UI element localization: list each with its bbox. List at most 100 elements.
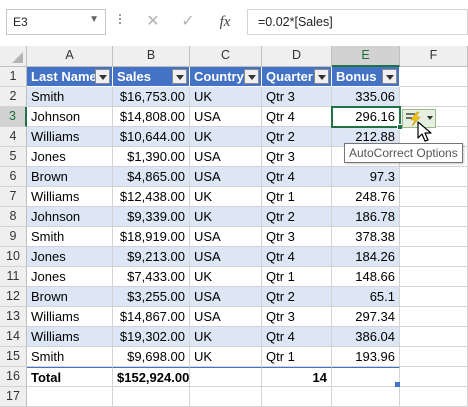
empty-cell[interactable] [400,287,468,307]
country-cell[interactable]: UK [190,347,262,367]
select-all-corner[interactable] [0,46,27,67]
last-name-cell[interactable]: Brown [27,287,113,307]
quarter-cell[interactable]: Qtr 3 [262,307,332,327]
bonus-cell[interactable]: 248.76 [332,187,400,207]
sales-cell[interactable]: $1,390.00 [113,147,190,167]
empty-cell[interactable] [400,167,468,187]
name-box[interactable]: E3 ▼ [6,9,106,35]
quarter-cell[interactable]: Qtr 2 [262,207,332,227]
table-resize-handle[interactable] [395,382,400,387]
sales-cell[interactable]: $19,302.00 [113,327,190,347]
column-header-f[interactable]: F [400,46,468,67]
filter-dropdown-icon[interactable] [382,69,397,84]
quarter-cell[interactable]: Qtr 1 [262,267,332,287]
bonus-cell[interactable]: 335.06 [332,87,400,107]
empty-cell[interactable] [400,227,468,247]
last-name-cell[interactable]: Williams [27,327,113,347]
empty-cell[interactable] [400,67,468,87]
last-name-cell[interactable]: Jones [27,247,113,267]
quarter-cell[interactable]: Qtr 4 [262,327,332,347]
column-header-a[interactable]: A [27,46,113,67]
last-name-cell[interactable]: Jones [27,267,113,287]
sales-cell[interactable]: $14,808.00 [113,107,190,127]
empty-cell[interactable] [400,367,468,387]
row-header[interactable]: 13 [0,307,27,327]
country-cell[interactable]: USA [190,287,262,307]
quarter-cell[interactable]: Qtr 4 [262,247,332,267]
bonus-cell[interactable]: 184.26 [332,247,400,267]
sales-cell[interactable]: $18,919.00 [113,227,190,247]
row-header[interactable]: 3 [0,107,27,127]
sales-cell[interactable]: $9,213.00 [113,247,190,267]
empty-cell[interactable] [332,387,400,407]
quarter-cell[interactable]: Qtr 2 [262,127,332,147]
empty-cell[interactable] [190,387,262,407]
empty-cell[interactable] [400,87,468,107]
bonus-cell[interactable]: 148.66 [332,267,400,287]
insert-function-button[interactable]: fx [219,14,231,30]
row-header[interactable]: 4 [0,127,27,147]
empty-cell[interactable] [400,347,468,367]
sales-cell[interactable]: $12,438.00 [113,187,190,207]
empty-cell[interactable] [113,387,190,407]
quarter-cell[interactable]: Qtr 2 [262,287,332,307]
bonus-cell[interactable]: 97.3 [332,167,400,187]
country-cell[interactable]: UK [190,87,262,107]
row-header[interactable]: 11 [0,267,27,287]
quarter-cell[interactable]: Qtr 4 [262,107,332,127]
sales-cell[interactable]: $14,867.00 [113,307,190,327]
last-name-cell[interactable]: Johnson [27,107,113,127]
bonus-cell[interactable]: 193.96 [332,347,400,367]
sales-cell[interactable]: $3,255.00 [113,287,190,307]
row-header[interactable]: 6 [0,167,27,187]
quarter-cell[interactable]: Qtr 3 [262,87,332,107]
header-cell-quarter[interactable]: Quarter [262,67,332,87]
empty-cell[interactable] [400,187,468,207]
formula-input[interactable]: =0.02*[Sales] [248,9,468,35]
quarter-cell[interactable]: Qtr 1 [262,347,332,367]
country-cell[interactable]: USA [190,247,262,267]
sales-cell[interactable]: $4,865.00 [113,167,190,187]
empty-cell[interactable] [27,387,113,407]
quarter-cell[interactable]: Qtr 3 [262,227,332,247]
country-cell[interactable]: UK [190,127,262,147]
row-header[interactable]: 12 [0,287,27,307]
country-cell[interactable]: USA [190,227,262,247]
filter-dropdown-icon[interactable] [95,69,110,84]
bonus-cell[interactable]: 297.34 [332,307,400,327]
row-header[interactable]: 1 [0,67,27,87]
row-header[interactable]: 2 [0,87,27,107]
last-name-cell[interactable]: Williams [27,127,113,147]
country-cell[interactable]: UK [190,327,262,347]
country-cell[interactable]: UK [190,187,262,207]
column-header-d[interactable]: D [262,46,332,67]
country-cell[interactable]: USA [190,147,262,167]
bonus-cell[interactable]: 378.38 [332,227,400,247]
sales-cell[interactable]: $9,339.00 [113,207,190,227]
sales-cell[interactable]: $16,753.00 [113,87,190,107]
empty-cell[interactable] [400,207,468,227]
last-name-cell[interactable]: Williams [27,307,113,327]
empty-cell[interactable] [400,387,468,407]
row-header[interactable]: 16 [0,367,27,387]
last-name-cell[interactable]: Jones [27,147,113,167]
row-header[interactable]: 9 [0,227,27,247]
bonus-cell[interactable]: 186.78 [332,207,400,227]
bonus-cell[interactable]: 65.1 [332,287,400,307]
filter-dropdown-icon[interactable] [314,69,329,84]
sales-cell[interactable]: $10,644.00 [113,127,190,147]
country-cell[interactable]: USA [190,107,262,127]
row-header[interactable]: 8 [0,207,27,227]
country-cell[interactable]: USA [190,307,262,327]
header-cell-sales[interactable]: Sales [113,67,190,87]
empty-cell[interactable] [400,247,468,267]
country-cell[interactable]: UK [190,267,262,287]
quarter-cell[interactable]: Qtr 4 [262,167,332,187]
sales-cell[interactable]: $7,433.00 [113,267,190,287]
sales-cell[interactable]: $9,698.00 [113,347,190,367]
row-header[interactable]: 15 [0,347,27,367]
cancel-button[interactable]: ✕ [146,13,160,30]
empty-cell[interactable] [400,327,468,347]
country-cell[interactable]: UK [190,207,262,227]
chevron-down-icon[interactable] [427,116,433,120]
